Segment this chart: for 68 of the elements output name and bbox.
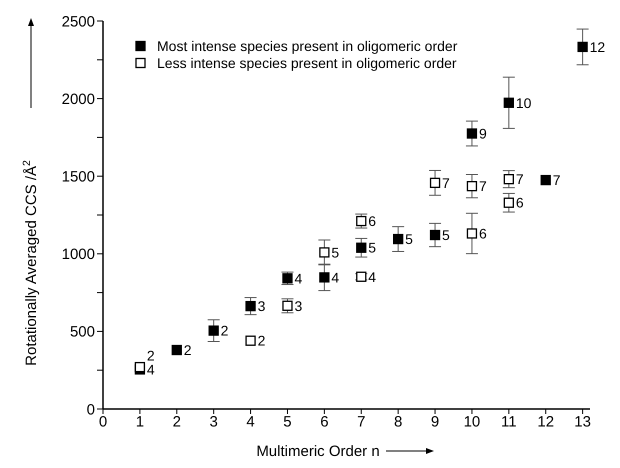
annotation: 5 xyxy=(405,231,414,248)
legend-label: Most intense species present in oligomeric order xyxy=(157,38,458,54)
annotation: 4 xyxy=(146,361,155,378)
point xyxy=(466,128,478,139)
y-tick-label: 1500 xyxy=(62,168,95,186)
point xyxy=(245,336,256,346)
annotation: 2 xyxy=(184,342,192,358)
x-tick-label: 8 xyxy=(394,414,402,431)
point xyxy=(319,247,330,258)
annotation: 4 xyxy=(294,270,302,286)
point xyxy=(172,344,182,356)
annotation: 7 xyxy=(478,178,487,194)
annotation: 2 xyxy=(220,322,229,339)
x-tick-label: 9 xyxy=(430,414,440,431)
x-tick-label: 10 xyxy=(464,414,480,431)
annotation: 4 xyxy=(331,269,340,286)
annotation: 6 xyxy=(368,213,376,230)
annotation: 10 xyxy=(516,94,532,111)
point xyxy=(540,174,551,186)
annotation: 6 xyxy=(478,225,487,242)
annotation: 3 xyxy=(294,298,302,314)
point xyxy=(504,198,514,208)
point xyxy=(430,178,440,188)
annotation: 7 xyxy=(442,174,450,191)
annotation: 12 xyxy=(590,38,606,55)
point xyxy=(356,216,366,226)
annotation: 5 xyxy=(331,244,340,260)
annotation: 2 xyxy=(146,347,155,364)
point xyxy=(430,230,440,240)
x-tick-label: 5 xyxy=(283,414,292,431)
y-tick-label: 1000 xyxy=(62,246,95,264)
x-tick-label: 13 xyxy=(574,414,591,431)
point xyxy=(208,325,219,336)
annotation: 7 xyxy=(516,171,524,188)
annotation: 5 xyxy=(442,227,450,244)
annotation: 4 xyxy=(368,268,376,285)
x-tick-label: 2 xyxy=(172,414,181,431)
point xyxy=(504,174,514,184)
y-tick-label: 500 xyxy=(70,324,95,341)
annotation: 9 xyxy=(478,126,487,142)
point xyxy=(319,272,330,283)
x-tick-label: 3 xyxy=(210,414,218,431)
x-tick-label: 7 xyxy=(357,414,366,431)
x-tick-label: 12 xyxy=(537,414,554,431)
annotation: 2 xyxy=(258,332,266,349)
y-tick-label: 2500 xyxy=(62,13,95,30)
point xyxy=(356,242,366,253)
point xyxy=(393,234,404,244)
annotation: 3 xyxy=(258,298,266,314)
y-tick-label: 0 xyxy=(86,401,95,418)
point xyxy=(245,300,256,312)
y-tick-label: 2000 xyxy=(62,90,95,108)
x-tick-label: 4 xyxy=(246,414,255,431)
legend-label: Less intense species present in oligomeric order xyxy=(157,55,457,71)
point xyxy=(577,42,588,52)
x-tick-label: 11 xyxy=(501,414,517,431)
x-tick-label: 6 xyxy=(320,414,329,431)
annotation: 5 xyxy=(368,240,376,256)
point xyxy=(466,228,478,239)
point xyxy=(134,362,146,372)
x-tick-label: 0 xyxy=(98,414,108,431)
annotation: 7 xyxy=(552,172,561,188)
point xyxy=(282,300,293,311)
point xyxy=(466,180,478,192)
point xyxy=(504,98,514,108)
x-axis-title: Multimeric Order n xyxy=(256,443,380,460)
annotation: 6 xyxy=(516,194,524,211)
x-tick-label: 1 xyxy=(136,414,144,431)
